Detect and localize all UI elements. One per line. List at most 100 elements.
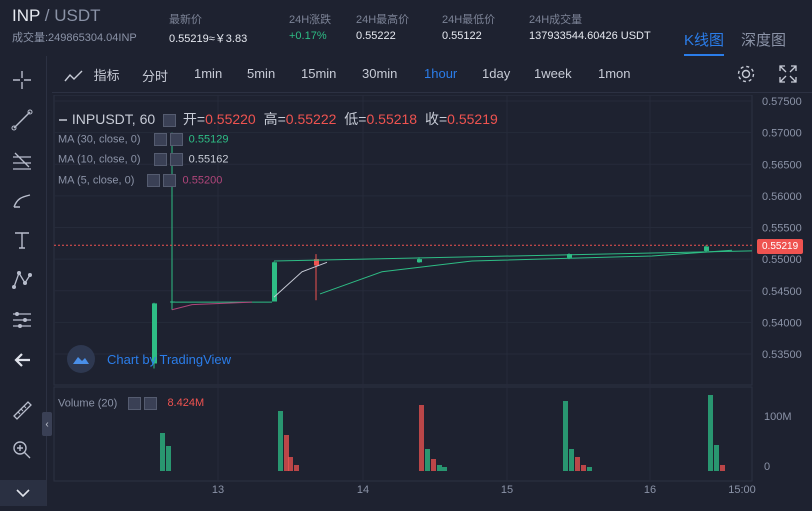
volume-bar [575,457,580,471]
volume-bar [569,449,574,471]
panel-toggle-icon[interactable]: ‹ [42,412,52,436]
volume-bar [442,467,447,471]
volume-label: Volume (20) [58,397,118,410]
chart-toolbar: 指标 分时 1min 5min 15min 30min 1hour 1day 1… [52,56,812,93]
ma5-value: 0.55200 [182,174,223,187]
stat-24h-high: 24H最高价 0.55222 [356,14,410,42]
candle [704,246,709,251]
time-tick-label: 15 [501,484,513,496]
brush-icon[interactable] [8,186,36,214]
volume-settings-icon[interactable] [128,397,142,410]
volume-bar [166,446,171,471]
volume-bar [587,467,592,471]
interval-1week[interactable]: 1week [534,66,572,81]
price-tick-label: 0.57500 [762,96,802,108]
ma10-settings-icon[interactable] [153,153,167,166]
fullscreen-icon[interactable] [778,64,798,87]
interval-1min[interactable]: 1min [194,66,223,81]
volume-bar [425,449,430,471]
tradingview-watermark[interactable]: Chart by TradingView [67,345,231,373]
volume-label: 成交量:249865304.04INP [12,32,137,44]
interval-1mon[interactable]: 1mon [598,66,631,81]
ma30-value: 0.55129 [188,133,229,146]
trend-line-icon[interactable] [8,106,36,134]
high-value: 0.55222 [285,111,337,127]
price-tick-label: 0.56500 [762,159,802,171]
collapse-icon[interactable] [0,480,46,506]
volume-bar [294,465,299,471]
stat-24h-low: 24H最低价 0.55122 [442,14,496,42]
candle [417,259,422,263]
ma30-line [319,249,733,295]
stat-last-price: 最新价 0.55219≈￥3.83 [169,14,248,45]
settings-icon[interactable] [163,113,177,127]
interval-15min[interactable]: 15min [301,66,337,81]
volume-bar [714,445,719,471]
price-tick-label: 0.55500 [762,223,802,235]
ruler-icon[interactable] [8,396,36,424]
price-tick-label: 0.54500 [762,286,802,298]
chart-area[interactable]: 0.57500 0.57000 0.56500 0.56000 0.55500 0.550… [52,94,812,506]
indicator-icon [64,70,83,82]
pattern-icon[interactable] [8,266,36,294]
volume-bar [437,465,442,471]
ma30-close-icon[interactable] [169,133,183,146]
zoom-icon[interactable] [8,436,36,464]
market-header: INP / USDT 成交量:249865304.04INP 最新价 0.5521… [0,0,812,56]
ma10-legend: MA (10, close, 0) 0.55162 [58,153,228,166]
tradingview-logo-icon [67,345,95,373]
ma5-legend: MA (5, close, 0) 0.55200 [58,174,222,187]
volume-tick-label: 0 [764,461,770,473]
ma10-line [273,261,328,298]
pair-separator: / [44,6,50,25]
back-arrow-icon[interactable] [8,346,36,374]
symbol-label: INPUSDT, 60 [71,111,156,127]
measure-icon[interactable] [8,306,36,334]
fib-icon[interactable] [8,146,36,174]
interval-5min[interactable]: 5min [247,66,276,81]
price-tick-label: 0.53500 [762,349,802,361]
candle [273,250,753,262]
high-label: 高= [263,111,286,127]
interval-1hour[interactable]: 1hour [424,66,458,81]
tab-kline[interactable]: K线图 [684,29,725,56]
volume-bar [720,465,725,471]
tab-depth[interactable]: 深度图 [741,32,787,49]
candle [152,303,157,364]
settings-gear-icon[interactable] [736,64,756,87]
interval-1day[interactable]: 1day [482,66,511,81]
price-tick-label: 0.55000 [762,254,802,266]
time-tick-label: 13 [212,484,224,496]
collapse-legend-icon[interactable] [58,115,68,125]
candlestick-chart[interactable]: 0.57500 0.57000 0.56500 0.56000 0.55500 0.550… [52,94,812,506]
volume-close-icon[interactable] [144,397,158,410]
close-value: 0.55219 [447,111,498,127]
ma10-value: 0.55162 [188,153,229,166]
indicators-button[interactable]: 指标 [64,65,120,84]
ma10-label: MA (10, close, 0) [58,153,141,166]
text-icon[interactable] [8,226,36,254]
ma30-legend: MA (30, close, 0) 0.55129 [58,133,228,146]
candle [567,254,572,258]
volume-bar [288,457,293,471]
volume-bar [563,401,568,471]
ma5-close-icon[interactable] [163,174,177,187]
stat-24h-change: 24H涨跌 +0.17% [289,14,332,42]
ma5-label: MA (5, close, 0) [58,174,135,187]
interval-timeline[interactable]: 分时 [142,69,169,84]
price-tick-label: 0.57000 [762,128,802,140]
open-value: 0.55220 [205,111,256,127]
ma5-settings-icon[interactable] [147,174,161,187]
volume-tick-label: 100M [764,411,792,423]
interval-30min[interactable]: 30min [362,66,398,81]
volume-bar [278,411,283,471]
drawing-toolbar [0,56,47,506]
crosshair-icon[interactable] [8,66,36,94]
ma30-settings-icon[interactable] [153,133,167,146]
close-label: 收= [424,111,448,127]
volume-bar [160,433,165,471]
ma10-close-icon[interactable] [169,153,183,166]
volume-bar [284,435,289,471]
ohlc-legend: INPUSDT, 60 开=0.55220 高=0.55222 低=0.5521… [58,109,498,129]
volume-value: 8.424M [167,397,205,410]
